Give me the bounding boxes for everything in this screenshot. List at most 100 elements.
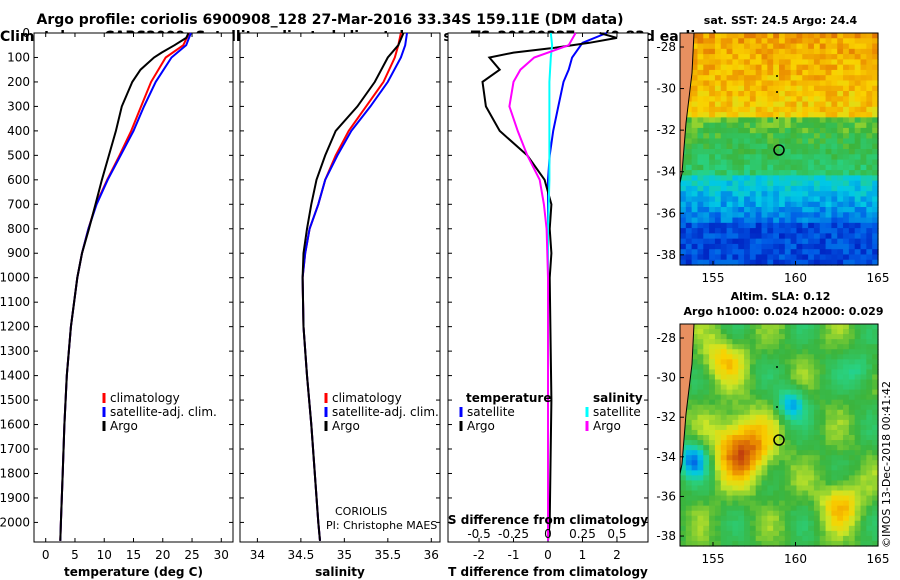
map-cell xyxy=(819,91,827,97)
map-cell xyxy=(796,201,803,208)
map-cell xyxy=(796,500,803,507)
argo-float-marker xyxy=(773,434,785,446)
map-cell xyxy=(761,48,768,55)
map-cell xyxy=(872,64,879,71)
map-cell xyxy=(732,217,739,224)
map-cell xyxy=(831,460,838,466)
map-cell xyxy=(703,43,710,50)
map-cell xyxy=(761,143,768,150)
map-cell xyxy=(790,222,798,229)
map-cell xyxy=(808,69,815,76)
map-cell xyxy=(831,233,838,240)
map-cell xyxy=(691,374,699,381)
map-cell xyxy=(726,48,734,55)
map-cell xyxy=(691,233,699,240)
map-cell xyxy=(843,530,850,537)
map-cell xyxy=(866,354,873,360)
map-cell xyxy=(773,540,780,547)
map-cell xyxy=(837,379,844,386)
map-cell xyxy=(819,450,827,456)
map-cell xyxy=(691,485,699,492)
map-cell xyxy=(872,339,879,345)
y-tick-label: 0 xyxy=(22,26,30,40)
map-cell xyxy=(779,185,786,192)
map-cell xyxy=(813,159,821,166)
map-cell xyxy=(697,475,704,482)
map-cell xyxy=(714,450,722,456)
map-cell xyxy=(837,540,844,547)
map-cell xyxy=(709,349,716,355)
map-cell xyxy=(796,233,803,240)
map-cell xyxy=(813,384,821,391)
map-cell xyxy=(866,249,873,256)
map-cell xyxy=(685,424,693,431)
map-cell xyxy=(749,191,757,198)
map-cell xyxy=(866,143,873,150)
map-cell xyxy=(767,196,774,203)
map-cell xyxy=(779,525,786,532)
map-cell xyxy=(854,243,862,250)
map-cell xyxy=(819,170,827,176)
map-cell xyxy=(872,185,879,192)
map-cell xyxy=(796,374,803,381)
x-tick-label: 35 xyxy=(337,548,352,562)
map-cell xyxy=(796,364,803,371)
map-cell xyxy=(761,217,768,224)
map-cell xyxy=(796,249,803,256)
map-cell xyxy=(697,369,704,376)
map-cell xyxy=(837,535,844,542)
map-cell xyxy=(685,112,693,118)
map-cell xyxy=(831,374,838,381)
map-cell xyxy=(738,69,745,76)
map-cell xyxy=(738,540,745,547)
map-cell xyxy=(703,33,710,39)
map-cell xyxy=(709,38,716,45)
map-cell xyxy=(802,435,809,441)
map-cell xyxy=(848,196,856,203)
map-cell xyxy=(767,133,774,140)
map-cell xyxy=(767,455,774,461)
map-cell xyxy=(685,170,693,176)
map-cell xyxy=(843,384,850,391)
map-cell xyxy=(831,254,838,261)
map-cell xyxy=(703,440,710,446)
map-cell xyxy=(726,175,734,182)
map-cell xyxy=(709,96,716,103)
map-cell xyxy=(726,133,734,140)
map-cell xyxy=(697,359,704,365)
map-cell xyxy=(784,64,792,71)
map-cell xyxy=(773,222,780,229)
map-cell xyxy=(767,91,774,97)
map-cell xyxy=(825,48,833,55)
map-cell xyxy=(808,364,815,371)
map-cell xyxy=(755,450,763,456)
map-cell xyxy=(703,419,710,426)
map-cell xyxy=(837,495,844,502)
map-cell xyxy=(813,133,821,140)
map-cell xyxy=(726,540,734,547)
map-cell xyxy=(784,399,792,406)
map-cell xyxy=(767,217,774,224)
map-cell xyxy=(790,159,798,166)
map-cell xyxy=(726,75,734,82)
map-cell xyxy=(784,495,792,502)
map-cell xyxy=(790,133,798,140)
map-cell xyxy=(709,217,716,224)
map-cell xyxy=(744,127,751,134)
map-cell xyxy=(761,201,768,208)
map-cell xyxy=(714,33,722,39)
map-cell xyxy=(802,379,809,386)
map-cell xyxy=(872,212,879,219)
map-cell xyxy=(697,117,704,124)
map-cell xyxy=(732,122,739,129)
map-cell xyxy=(744,259,751,266)
map-cell xyxy=(831,505,838,512)
map-cell xyxy=(709,530,716,537)
map-cell xyxy=(813,324,821,330)
map-cell xyxy=(697,54,704,60)
map-cell xyxy=(773,500,780,507)
map-cell xyxy=(837,424,844,431)
map-cell xyxy=(819,440,827,446)
map-cell xyxy=(819,64,827,71)
map-cell xyxy=(720,329,728,335)
